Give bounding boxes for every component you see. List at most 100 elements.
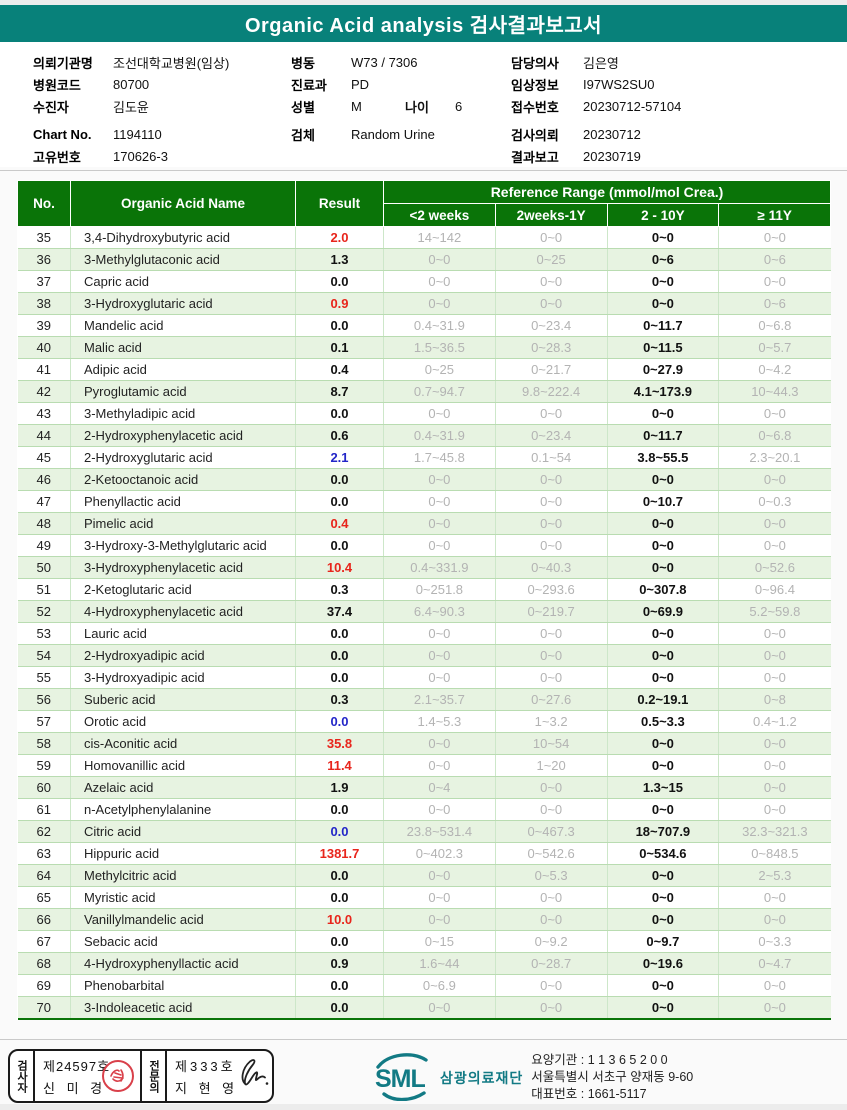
table-row: 61 n-Acetylphenylalanine 0.0 0~0 0~0 0~0 0~0 xyxy=(17,798,831,821)
row-ref-0: 0~0 xyxy=(383,732,496,755)
field-label: 검사의뢰 xyxy=(511,127,559,143)
row-result: 0.0 xyxy=(295,886,384,909)
page-title: Organic Acid analysis 검사결과보고서 xyxy=(244,15,603,37)
table-row: 48 Pimelic acid 0.4 0~0 0~0 0~0 0~0 xyxy=(17,512,831,535)
field-value: W73 / 7306 xyxy=(351,54,418,70)
row-ref-3: 0~0 xyxy=(718,666,831,689)
row-ref-2: 0~0 xyxy=(606,468,720,491)
row-ref-1: 0~0 xyxy=(494,270,608,293)
info-row-chart-no: Chart No. 1194110 xyxy=(33,123,291,145)
report-footer: 검사자 제24597호 신 미 경 전문의 제333호 지 현 영 xyxy=(8,1048,839,1104)
row-ref-2: 0~0 xyxy=(606,292,720,315)
row-result: 0.6 xyxy=(295,424,384,447)
info-row-sex-age: 성별 M 나이 6 xyxy=(291,95,511,117)
row-no: 59 xyxy=(17,754,71,777)
row-ref-2: 0~0 xyxy=(606,798,720,821)
row-ref-1: 0~0 xyxy=(494,292,608,315)
table-row: 55 3-Hydroxyadipic acid 0.0 0~0 0~0 0~0 0~0 xyxy=(17,666,831,689)
row-result: 0.4 xyxy=(295,358,384,381)
row-ref-2: 0~0 xyxy=(606,666,720,689)
row-ref-0: 0~15 xyxy=(383,930,496,953)
row-ref-3: 0~0 xyxy=(718,886,831,909)
row-ref-1: 0~0 xyxy=(494,886,608,909)
row-ref-3: 0~0 xyxy=(718,270,831,293)
table-row: 70 3-Indoleacetic acid 0.0 0~0 0~0 0~0 0~0 xyxy=(17,996,831,1020)
field-value: I97WS2SU0 xyxy=(583,76,655,92)
row-no: 46 xyxy=(17,468,71,491)
row-name: 3-Methylglutaconic acid xyxy=(70,248,296,271)
row-result: 0.0 xyxy=(295,930,384,953)
results-table: No. Organic Acid Name Result Reference R… xyxy=(17,180,831,1020)
row-ref-1: 0~0 xyxy=(494,402,608,425)
page-top-margin xyxy=(0,0,847,5)
row-ref-0: 0~0 xyxy=(383,864,496,887)
row-ref-0: 1.4~5.3 xyxy=(383,710,496,733)
row-ref-2: 0~0 xyxy=(606,996,720,1020)
row-result: 0.0 xyxy=(295,974,384,997)
row-result: 0.1 xyxy=(295,336,384,359)
row-no: 48 xyxy=(17,512,71,535)
table-row: 57 Orotic acid 0.0 1.4~5.3 1~3.2 0.5~3.3 0.4~1… xyxy=(17,710,831,733)
org-address-line: 요양기관 : 1 1 3 6 5 2 0 0 xyxy=(531,1052,668,1067)
table-row: 60 Azelaic acid 1.9 0~4 0~0 1.3~15 0~0 xyxy=(17,776,831,799)
field-value: 김은영 xyxy=(583,55,619,71)
patient-info-section: 의뢰기관명 조선대학교병원(임상) 병원코드 80700 수진자 김도윤 Cha… xyxy=(0,42,847,167)
row-ref-3: 0~0 xyxy=(718,754,831,777)
row-no: 53 xyxy=(17,622,71,645)
row-result: 0.0 xyxy=(295,820,384,843)
row-no: 54 xyxy=(17,644,71,667)
row-name: Capric acid xyxy=(70,270,296,293)
row-name: Citric acid xyxy=(70,820,296,843)
info-row-unique-no: 고유번호 170626-3 xyxy=(33,145,291,167)
row-name: 2-Hydroxyadipic acid xyxy=(70,644,296,667)
table-row: 53 Lauric acid 0.0 0~0 0~0 0~0 0~0 xyxy=(17,622,831,645)
row-ref-0: 0~0 xyxy=(383,886,496,909)
row-name: 2-Hydroxyphenylacetic acid xyxy=(70,424,296,447)
row-ref-3: 0~6 xyxy=(718,292,831,315)
row-ref-3: 0~0 xyxy=(718,512,831,535)
row-ref-2: 0~534.6 xyxy=(606,842,720,865)
row-no: 45 xyxy=(17,446,71,469)
row-ref-2: 0~19.6 xyxy=(606,952,720,975)
table-row: 50 3-Hydroxyphenylacetic acid 10.4 0.4~331.… xyxy=(17,556,831,579)
row-name: 2-Hydroxyglutaric acid xyxy=(70,446,296,469)
col-header-ref-1: 2weeks-1Y xyxy=(494,203,608,227)
row-no: 47 xyxy=(17,490,71,513)
table-row: 37 Capric acid 0.0 0~0 0~0 0~0 0~0 xyxy=(17,270,831,293)
row-name: Adipic acid xyxy=(70,358,296,381)
sml-logo-icon: SML xyxy=(375,1053,428,1101)
row-ref-3: 0~0 xyxy=(718,468,831,491)
row-result: 0.0 xyxy=(295,798,384,821)
field-value-age: 6 xyxy=(455,98,463,114)
row-ref-0: 0~0 xyxy=(383,402,496,425)
row-ref-3: 0~0 xyxy=(718,534,831,557)
row-ref-0: 0~6.9 xyxy=(383,974,496,997)
row-name: Homovanillic acid xyxy=(70,754,296,777)
field-label: 수진자 xyxy=(33,99,69,115)
field-label: 진료과 xyxy=(291,77,327,93)
row-no: 70 xyxy=(17,996,71,1020)
row-ref-2: 0~11.7 xyxy=(606,314,720,337)
row-no: 40 xyxy=(17,336,71,359)
row-ref-1: 0~0 xyxy=(494,798,608,821)
org-address-line: 서울특별시 서초구 양재동 9-60 xyxy=(531,1069,694,1084)
row-ref-3: 2~5.3 xyxy=(718,864,831,887)
col-header-ref-3: ≥ 11Y xyxy=(718,203,831,227)
row-ref-2: 0~27.9 xyxy=(606,358,720,381)
field-label: 병동 xyxy=(291,55,315,71)
row-ref-3: 0~0 xyxy=(718,622,831,645)
row-ref-1: 10~54 xyxy=(494,732,608,755)
row-no: 49 xyxy=(17,534,71,557)
row-ref-0: 0~0 xyxy=(383,754,496,777)
row-ref-1: 1~3.2 xyxy=(494,710,608,733)
table-row: 62 Citric acid 0.0 23.8~531.4 0~467.3 18~707.… xyxy=(17,820,831,843)
row-result: 0.0 xyxy=(295,270,384,293)
field-label: 접수번호 xyxy=(511,99,559,115)
row-ref-0: 0~402.3 xyxy=(383,842,496,865)
row-ref-3: 0~3.3 xyxy=(718,930,831,953)
row-ref-2: 0~6 xyxy=(606,248,720,271)
row-ref-2: 0~0 xyxy=(606,754,720,777)
row-ref-1: 0~28.7 xyxy=(494,952,608,975)
row-ref-1: 0~9.2 xyxy=(494,930,608,953)
table-row: 35 3,4-Dihydroxybutyric acid 2.0 14~142 0~0 0… xyxy=(17,226,831,249)
